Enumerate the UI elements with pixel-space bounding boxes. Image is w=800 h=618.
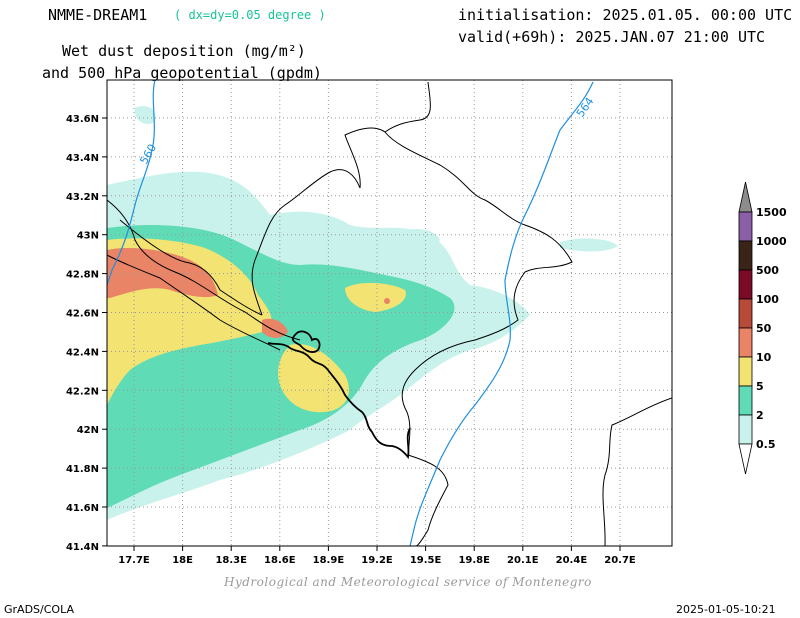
dust-deposition-field xyxy=(107,105,618,520)
y-tick-label: 43.4N xyxy=(66,153,99,164)
model-name: NMME-DREAM1 xyxy=(48,6,148,24)
x-tick-label: 20.1E xyxy=(507,555,539,566)
field-level-0.5-patch xyxy=(395,228,440,250)
field-level-0.5-patch xyxy=(560,238,618,252)
x-tick-label: 20.4E xyxy=(556,555,588,566)
contour-label-560: 560 xyxy=(137,142,159,167)
colorbar-label: 2 xyxy=(756,409,764,422)
y-tick-label: 42.6N xyxy=(66,309,99,320)
x-tick-label: 19.5E xyxy=(410,555,442,566)
colorbar-label: 1000 xyxy=(756,235,787,248)
colorbar-label: 5 xyxy=(756,380,764,393)
x-tick-label: 18E xyxy=(172,555,193,566)
x-tick-label: 18.9E xyxy=(313,555,345,566)
resolution-label: ( dx=dy=0.05 degree ) xyxy=(174,8,326,22)
field-level-0.5-patch xyxy=(134,105,156,125)
y-tick-label: 41.6N xyxy=(66,503,99,514)
timestamp-label: 2025-01-05-10:21 xyxy=(676,603,776,616)
y-tick-label: 42.8N xyxy=(66,270,99,281)
software-label: GrADS/COLA xyxy=(4,603,74,616)
x-tick-label: 18.3E xyxy=(215,555,247,566)
geopotential-contours xyxy=(107,80,594,546)
credit-line: Hydrological and Meteorological service … xyxy=(224,575,592,589)
x-tick-label: 17.7E xyxy=(118,555,150,566)
field-level-5 xyxy=(345,282,406,312)
x-tick-label: 19.2E xyxy=(361,555,393,566)
colorbar-swatch xyxy=(738,356,753,387)
colorbar-swatch xyxy=(738,327,753,358)
colorbar-label: 0.5 xyxy=(756,438,776,451)
y-tick-label: 43.2N xyxy=(66,192,99,203)
y-tick-label: 43.6N xyxy=(66,114,99,125)
y-axis-ticks: 43.6N 43.4N 43.2N 43N 42.8N 42.6N 42.4N 42.2N 42… xyxy=(66,114,107,553)
x-tick-label: 19.8E xyxy=(458,555,490,566)
field-level-10 xyxy=(262,318,288,338)
contour-label-564: 564 xyxy=(574,95,597,120)
x-tick-label: 18.6E xyxy=(264,555,296,566)
x-axis-ticks: 17.7E 18E 18.3E 18.6E 18.9E 19.2E 19.5E 19.8E 20… xyxy=(118,546,636,566)
map-title-line2: and 500 hPa geopotential (gpdm) xyxy=(42,64,322,82)
y-tick-label: 42.4N xyxy=(66,347,99,358)
initialisation-time: initialisation: 2025.01.05. 00:00 UTC xyxy=(458,6,793,24)
colorbar-bottom-arrow xyxy=(738,443,753,475)
field-level-10 xyxy=(384,298,390,304)
y-tick-label: 42.2N xyxy=(66,386,99,397)
field-level-5 xyxy=(278,344,349,413)
contour-560 xyxy=(107,80,156,286)
y-tick-label: 41.4N xyxy=(66,542,99,553)
y-tick-label: 41.8N xyxy=(66,464,99,475)
colorbar-label: 500 xyxy=(756,264,779,277)
country-borders xyxy=(107,81,672,546)
colorbar-swatch xyxy=(738,414,753,445)
colorbar-label: 100 xyxy=(756,293,779,306)
contour-564 xyxy=(409,81,594,546)
field-level-10 xyxy=(107,247,218,298)
colorbar-top-arrow xyxy=(738,181,753,213)
map-title-line1: Wet dust deposition (mg/m²) xyxy=(62,42,306,60)
colorbar-swatch xyxy=(738,298,753,329)
x-tick-label: 20.7E xyxy=(604,555,636,566)
lat-lon-grid xyxy=(107,80,672,547)
colorbar-swatch xyxy=(738,211,753,242)
y-tick-label: 43N xyxy=(77,231,99,242)
colorbar-label: 1500 xyxy=(756,206,787,219)
colorbar-swatch xyxy=(738,240,753,271)
colorbar: 1500 1000 500 100 50 10 5 2 0.5 xyxy=(738,181,787,475)
y-tick-label: 42N xyxy=(77,425,99,436)
coastline xyxy=(267,330,411,460)
colorbar-swatch xyxy=(738,385,753,416)
colorbar-label: 50 xyxy=(756,322,772,335)
colorbar-swatch xyxy=(738,269,753,300)
valid-time: valid(+69h): 2025.JAN.07 21:00 UTC xyxy=(458,28,766,46)
colorbar-label: 10 xyxy=(756,351,772,364)
